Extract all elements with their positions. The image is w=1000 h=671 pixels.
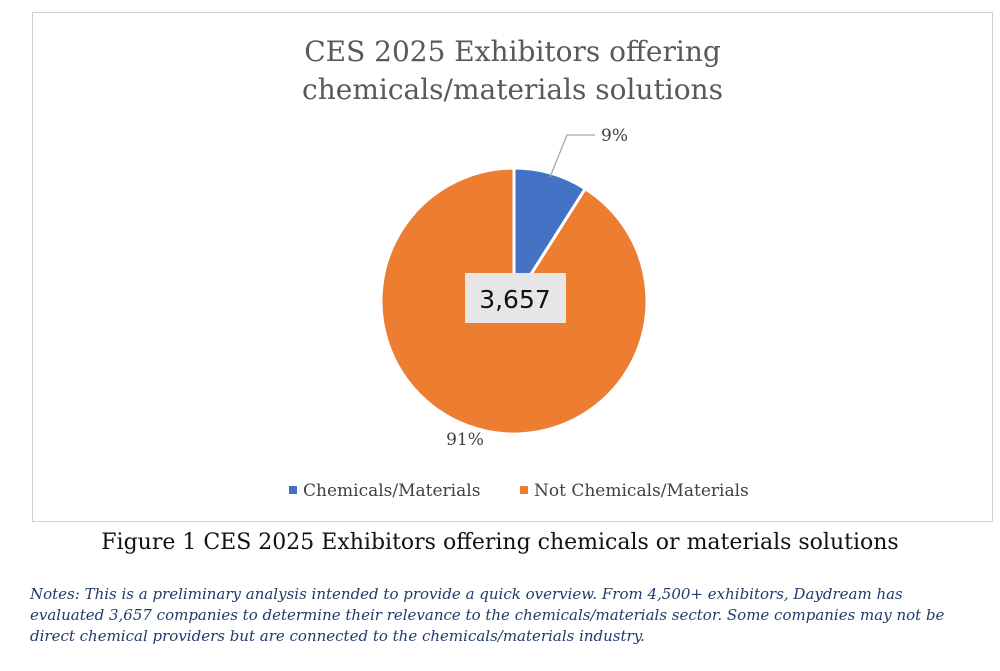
legend-swatch xyxy=(520,486,528,494)
slice-label-not-chemicals: 91% xyxy=(446,430,484,450)
legend-label: Chemicals/Materials xyxy=(303,481,480,501)
legend-label: Not Chemicals/Materials xyxy=(534,481,749,501)
center-label: 3,657 xyxy=(479,285,551,314)
center-label-box xyxy=(465,273,566,323)
slice-label-chemicals: 9% xyxy=(601,126,628,146)
chart-frame: CES 2025 Exhibitors offering chemicals/m… xyxy=(32,12,993,522)
figure-caption: Figure 1 CES 2025 Exhibitors offering ch… xyxy=(101,530,899,555)
chart-title: CES 2025 Exhibitors offering chemicals/m… xyxy=(302,35,723,106)
legend-swatch xyxy=(289,486,297,494)
legend-item-chemicals: Chemicals/Materials xyxy=(289,481,480,501)
leader-line xyxy=(549,134,595,178)
pie-chart: 9% 91% 3,657 Chemicals/Materials Not Chemica… xyxy=(289,126,749,501)
notes: Notes: This is a preliminary analysis in… xyxy=(30,585,945,645)
legend-item-not-chemicals: Not Chemicals/Materials xyxy=(520,481,749,501)
